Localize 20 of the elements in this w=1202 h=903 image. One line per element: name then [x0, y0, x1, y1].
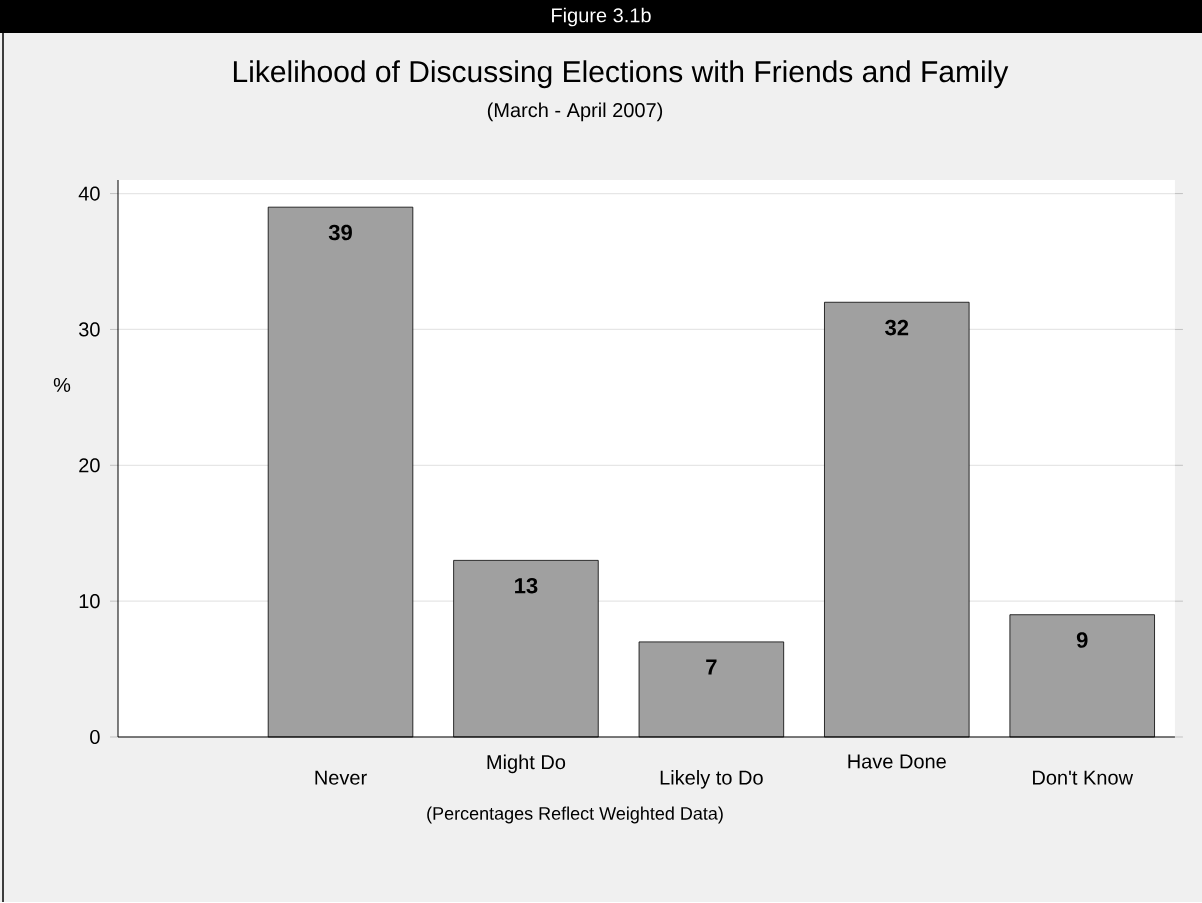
data-label: 13 — [515, 578, 538, 594]
y-tick-label: 40 — [78, 186, 100, 201]
chart-title: Likelihood of Discussing Elections with Friends and Family — [233, 60, 1009, 89]
data-label: 9 — [1076, 632, 1088, 648]
caption: Figure 3.1b — [552, 7, 651, 27]
x-tick-label: Never — [315, 770, 367, 785]
text: (Percentages Reflect Weighted Data) — [427, 806, 723, 824]
y-axis-title: % — [53, 378, 71, 393]
x-tick-label: Might Do — [487, 754, 566, 774]
x-tick-label: Don't Know — [1033, 770, 1134, 785]
chart-subtitle: (March - April 2007) — [487, 102, 663, 122]
y-tick-label: 30 — [78, 322, 100, 337]
data-label: 39 — [328, 224, 352, 241]
y-tick-label: 10 — [79, 594, 100, 609]
x-tick-label: Have Done — [848, 754, 946, 769]
data-label: 32 — [885, 319, 909, 336]
x-tick-label: Likely to Do — [660, 770, 763, 789]
data-label: 7 — [706, 659, 717, 675]
y-tick-label: 20 — [79, 458, 100, 473]
y-tick-label: 0 — [90, 730, 100, 745]
